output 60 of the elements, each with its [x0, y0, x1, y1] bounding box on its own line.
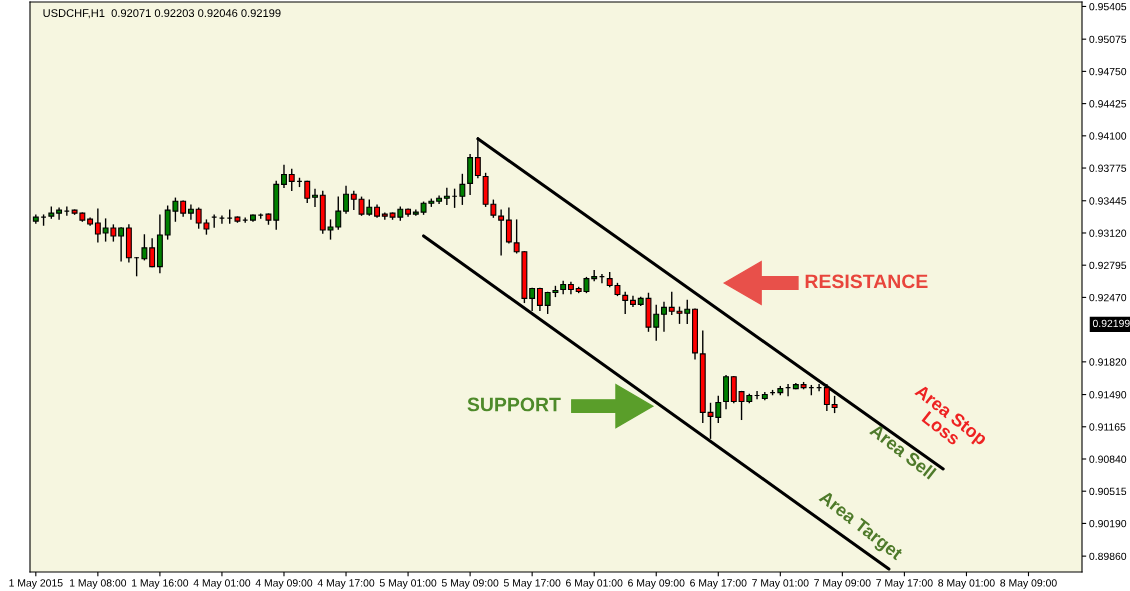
- x-tick-label: 7 May 09:00: [814, 579, 871, 589]
- x-tick-label: 5 May 09:00: [441, 579, 499, 589]
- candlestick: [412, 209, 419, 216]
- y-tick-label: 0.94750: [1089, 67, 1127, 76]
- y-tick-label: 0.91165: [1089, 423, 1126, 431]
- candlestick: [281, 164, 287, 189]
- x-tick-label: 5 May 01:00: [379, 579, 437, 589]
- candlestick: [343, 185, 349, 214]
- y-tick-label: 0.94100: [1089, 132, 1127, 140]
- x-tick-label: 4 May 09:00: [255, 579, 313, 589]
- x-tick-label: 1 May 2015: [9, 579, 63, 589]
- x-tick-label: 7 May 01:00: [752, 579, 809, 589]
- y-tick-label: 0.94425: [1089, 100, 1127, 108]
- candlestick: [211, 214, 218, 228]
- candlestick: [312, 188, 318, 207]
- x-tick-label: 6 May 01:00: [566, 579, 623, 589]
- candlestick: [443, 187, 450, 205]
- x-tick-label: 7 May 17:00: [876, 579, 933, 589]
- y-tick-label: 0.93445: [1089, 197, 1127, 205]
- y-tick-label: 0.92470: [1089, 293, 1127, 302]
- candlestick: [459, 173, 466, 205]
- y-tick-label: 0.91490: [1089, 391, 1127, 399]
- candlestick: [118, 227, 125, 262]
- x-tick-label: 1 May 16:00: [132, 579, 189, 589]
- candlestick: [823, 383, 830, 412]
- candlestick: [149, 238, 156, 268]
- x-tick-label: 4 May 17:00: [317, 579, 375, 589]
- candlestick: [187, 204, 194, 220]
- candlestick: [141, 234, 148, 261]
- y-tick-label: 0.93120: [1089, 229, 1127, 237]
- x-tick-label: 6 May 09:00: [628, 579, 685, 589]
- candlestick: [529, 287, 536, 311]
- x-tick-label: 5 May 17:00: [503, 579, 561, 589]
- y-tick-label: 0.93775: [1089, 164, 1127, 172]
- x-tick-label: 6 May 17:00: [690, 579, 747, 589]
- y-tick-label: 0.90190: [1089, 519, 1127, 528]
- x-tick-label: 8 May 01:00: [938, 579, 995, 589]
- y-tick-label: 0.90515: [1089, 487, 1127, 496]
- candlestick: [661, 301, 667, 332]
- x-tick-label: 4 May 01:00: [193, 579, 251, 589]
- annotation: SUPPORT: [467, 397, 561, 412]
- y-tick-label: 0.95405: [1089, 2, 1127, 11]
- candlestick: [56, 207, 63, 220]
- text: 0.92199: [1092, 319, 1130, 328]
- candlestick: [536, 287, 543, 311]
- y-tick-label: 0.91820: [1089, 358, 1127, 366]
- x-tick-label: 8 May 09:00: [1000, 579, 1057, 589]
- text: USDCHF,H1 0.92071 0.92203 0.92046 0.92199: [43, 9, 281, 19]
- y-tick-label: 0.90840: [1089, 455, 1127, 463]
- y-tick-label: 0.89860: [1089, 552, 1127, 561]
- candlestick: [304, 180, 311, 203]
- candlestick: [288, 168, 295, 192]
- candlestick: [622, 291, 629, 314]
- candlestick: [94, 208, 101, 243]
- y-tick-label: 0.95075: [1089, 35, 1127, 44]
- candlestick: [498, 209, 505, 256]
- y-tick-label: 0.92795: [1089, 261, 1127, 270]
- annotation: RESISTANCE: [805, 274, 928, 289]
- x-tick-label: 1 May 08:00: [69, 579, 127, 589]
- candlestick: [505, 207, 512, 244]
